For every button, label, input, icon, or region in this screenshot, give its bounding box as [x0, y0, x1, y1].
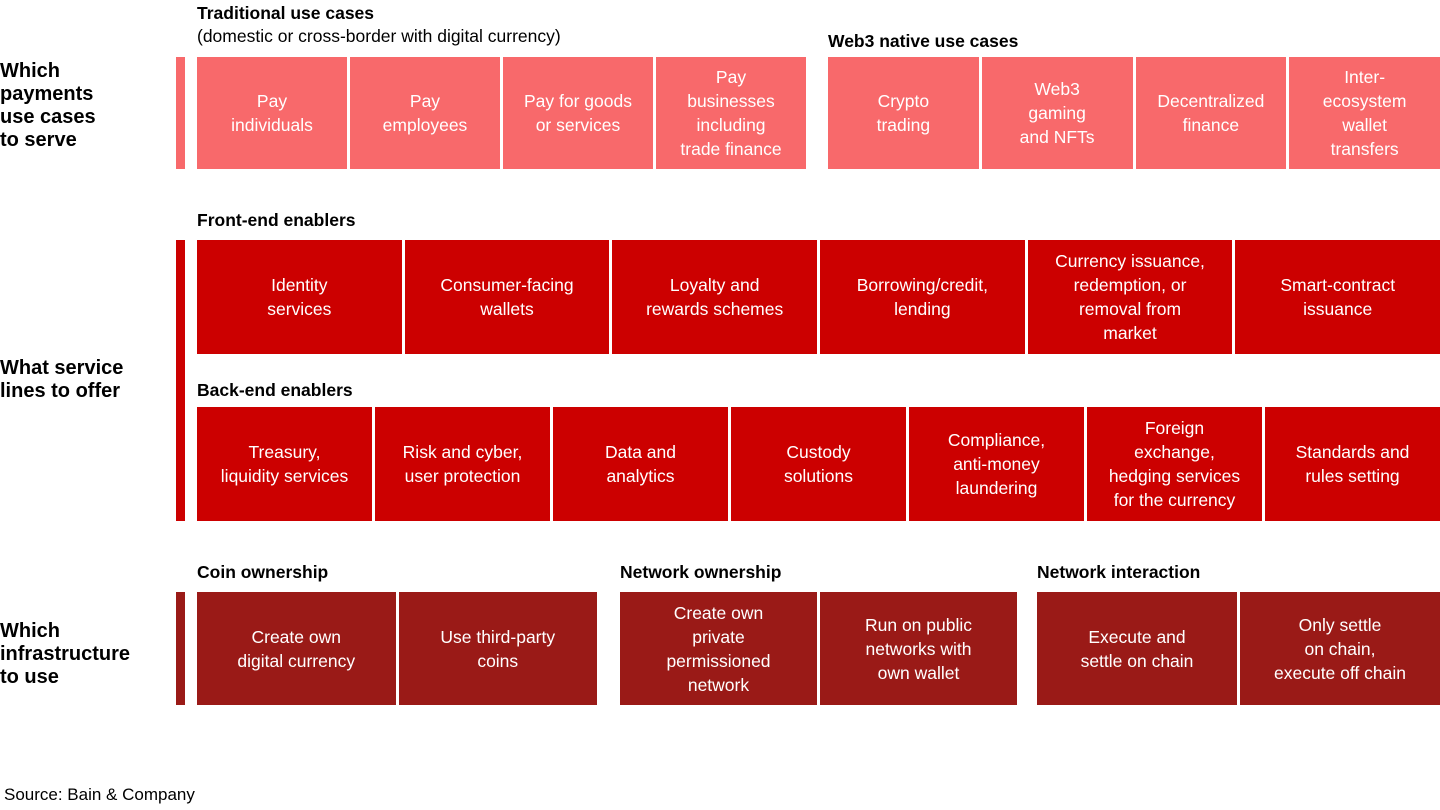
subheading-traditional-use-cases: (domestic or cross-border with digital c… [197, 26, 561, 46]
service-custody-solutions: Custody solutions [731, 407, 906, 521]
row-label-use-cases: Which payments use cases to serve [0, 60, 96, 151]
service-data-analytics: Data and analytics [553, 407, 728, 521]
heading-web3-use-cases: Web3 native use cases [828, 31, 1019, 51]
row-label-infrastructure: Which infrastructure to use [0, 620, 131, 688]
heading-front-end-enablers: Front-end enablers [197, 210, 356, 230]
service-compliance-aml: Compliance, anti-money laundering [909, 407, 1084, 521]
heading-coin-ownership: Coin ownership [197, 562, 329, 582]
use-case-pay-businesses: Pay businesses including trade finance [656, 57, 806, 169]
service-risk-cyber-protection: Risk and cyber, user protection [375, 407, 550, 521]
service-standards-rules: Standards and rules setting [1265, 407, 1440, 521]
heading-back-end-enablers: Back-end enablers [197, 380, 353, 400]
use-case-pay-individuals: Pay individuals [197, 57, 347, 169]
service-treasury-liquidity: Treasury, liquidity services [197, 407, 372, 521]
heading-network-interaction: Network interaction [1037, 562, 1201, 582]
group-coin-ownership: Create own digital currency Use third-pa… [197, 592, 597, 705]
heading-network-ownership: Network ownership [620, 562, 782, 582]
group-traditional-use-cases: Pay individuals Pay employees Pay for go… [197, 57, 806, 169]
infra-execute-settle-on-chain: Execute and settle on chain [1037, 592, 1237, 705]
infra-settle-on-chain-execute-off: Only settle on chain, execute off chain [1240, 592, 1440, 705]
use-case-crypto-trading: Crypto trading [828, 57, 979, 169]
service-loyalty-rewards: Loyalty and rewards schemes [612, 240, 818, 354]
use-case-web3-gaming-nfts: Web3 gaming and NFTs [981, 57, 1133, 169]
use-case-pay-employees: Pay employees [350, 57, 500, 169]
infra-private-permissioned-network: Create own private permissioned network [620, 592, 817, 705]
service-consumer-facing-wallets: Consumer-facing wallets [404, 240, 610, 354]
group-network-interaction: Execute and settle on chain Only settle … [1037, 592, 1440, 705]
group-network-ownership: Create own private permissioned network … [620, 592, 1017, 705]
group-web3-use-cases: Crypto trading Web3 gaming and NFTs Dece… [828, 57, 1440, 169]
service-smart-contract-issuance: Smart-contract issuance [1235, 240, 1440, 354]
service-borrowing-credit-lending: Borrowing/credit, lending [820, 240, 1025, 354]
use-case-pay-goods-services: Pay for goods or services [503, 57, 653, 169]
heading-traditional-use-cases: Traditional use cases [197, 3, 375, 23]
service-currency-issuance: Currency issuance, redemption, or remova… [1027, 240, 1233, 354]
infra-create-own-digital-currency: Create own digital currency [197, 592, 396, 705]
row-label-service-lines: What service lines to offer [0, 357, 124, 402]
accent-bar-use-cases [176, 57, 185, 169]
use-case-interecosystem-wallet-transfers: Inter- ecosystem wallet transfers [1289, 57, 1440, 169]
service-foreign-exchange-hedging: Foreign exchange, hedging services for t… [1087, 407, 1262, 521]
accent-bar-infrastructure [176, 592, 185, 705]
use-case-decentralized-finance: Decentralized finance [1135, 57, 1287, 169]
service-identity-services: Identity services [197, 240, 402, 354]
group-back-end-enablers: Treasury, liquidity services Risk and cy… [197, 407, 1440, 521]
source-note: Source: Bain & Company [4, 785, 195, 804]
accent-bar-service-lines [176, 240, 185, 521]
infra-public-networks-own-wallet: Run on public networks with own wallet [820, 592, 1017, 705]
infra-use-third-party-coins: Use third-party coins [398, 592, 597, 705]
group-front-end-enablers: Identity services Consumer-facing wallet… [197, 240, 1440, 354]
